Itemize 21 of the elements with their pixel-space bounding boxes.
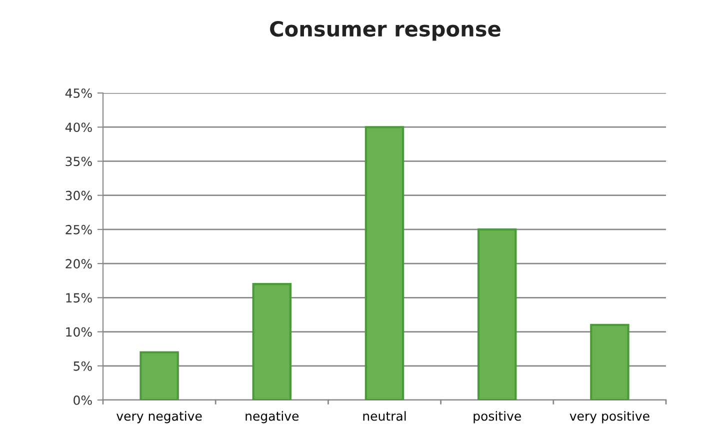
y-tick-label: 35%	[66, 156, 92, 166]
y-tick-label: 45%	[65, 88, 92, 98]
x-tick-label: neutral	[363, 411, 406, 421]
x-tick-label: negative	[246, 411, 299, 424]
y-tick-label: 0%	[74, 395, 92, 405]
y-tick-label: 5%	[74, 361, 92, 371]
x-tick-label: very positive	[570, 411, 650, 424]
x-tick-label: positive	[474, 411, 521, 424]
bar	[140, 351, 179, 400]
chart-title: Consumer response	[270, 20, 500, 41]
bar	[477, 228, 517, 400]
y-tick-label: 20%	[66, 259, 92, 268]
bar	[252, 282, 292, 400]
y-tick-label: 40%	[65, 122, 92, 132]
bar	[364, 126, 404, 400]
bar	[590, 324, 630, 400]
y-tick-label: 10%	[66, 327, 92, 337]
y-tick-label: 15%	[66, 293, 92, 303]
y-tick-label: 30%	[66, 190, 92, 200]
x-tick-label: very negative	[116, 411, 202, 424]
y-tick-label: 25%	[66, 224, 92, 234]
